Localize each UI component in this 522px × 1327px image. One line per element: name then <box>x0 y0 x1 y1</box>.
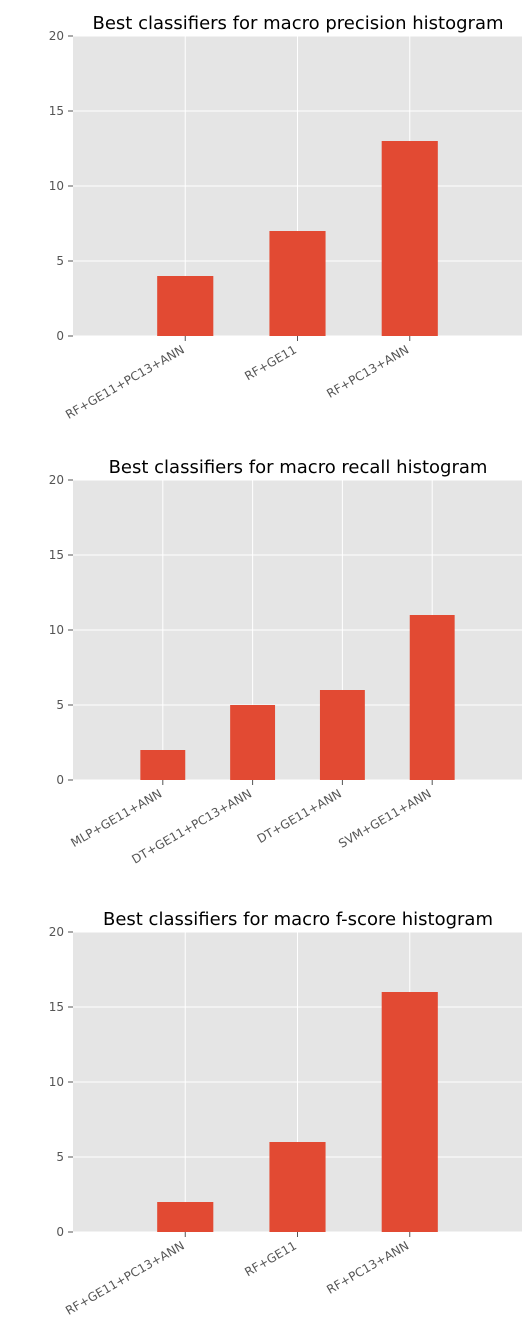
bar-mlp-ge11-ann <box>140 750 186 780</box>
chart-precision: Best classifiers for macro precision his… <box>49 13 522 422</box>
bar-rf-ge11 <box>269 1142 326 1232</box>
x-tick-label: MLP+GE11+ANN <box>68 786 164 849</box>
x-tick-label: RF+GE11 <box>242 1238 299 1279</box>
chart-title: Best classifiers for macro precision his… <box>92 13 503 34</box>
chart-title: Best classifiers for macro f-score histo… <box>103 909 493 930</box>
bar-rf-ge11 <box>269 231 326 336</box>
bar-rf-ge11-pc13-ann <box>157 1202 214 1232</box>
chart-recall: Best classifiers for macro recall histog… <box>49 457 522 867</box>
x-tick-label: RF+GE11+PC13+ANN <box>63 342 187 421</box>
bar-dt-ge11-pc13-ann <box>230 705 276 780</box>
y-tick-label: 20 <box>49 925 64 939</box>
y-tick-label: 5 <box>56 254 64 268</box>
y-tick-label: 20 <box>49 29 64 43</box>
y-tick-label: 0 <box>56 1225 64 1239</box>
bar-rf-pc13-ann <box>381 992 438 1232</box>
y-tick-label: 0 <box>56 329 64 343</box>
y-tick-label: 10 <box>49 1075 64 1089</box>
y-tick-label: 10 <box>49 179 64 193</box>
y-tick-label: 15 <box>49 1000 64 1014</box>
y-tick-label: 15 <box>49 548 64 562</box>
bar-rf-pc13-ann <box>381 141 438 336</box>
x-tick-label: RF+GE11 <box>242 342 299 383</box>
x-tick-label: RF+PC13+ANN <box>324 1238 411 1296</box>
x-tick-label: DT+GE11+ANN <box>255 786 344 846</box>
y-tick-label: 20 <box>49 473 64 487</box>
x-tick-label: RF+GE11+PC13+ANN <box>63 1238 187 1317</box>
y-tick-label: 5 <box>56 1150 64 1164</box>
bar-dt-ge11-ann <box>319 690 365 780</box>
y-tick-label: 15 <box>49 104 64 118</box>
x-tick-label: RF+PC13+ANN <box>324 342 411 400</box>
chart-title: Best classifiers for macro recall histog… <box>109 457 488 478</box>
y-tick-label: 0 <box>56 773 64 787</box>
bar-svm-ge11-ann <box>409 615 455 780</box>
chart-fscore: Best classifiers for macro f-score histo… <box>49 909 522 1318</box>
bar-rf-ge11-pc13-ann <box>157 276 214 336</box>
y-tick-label: 5 <box>56 698 64 712</box>
x-tick-label: SVM+GE11+ANN <box>336 786 434 850</box>
y-tick-label: 10 <box>49 623 64 637</box>
